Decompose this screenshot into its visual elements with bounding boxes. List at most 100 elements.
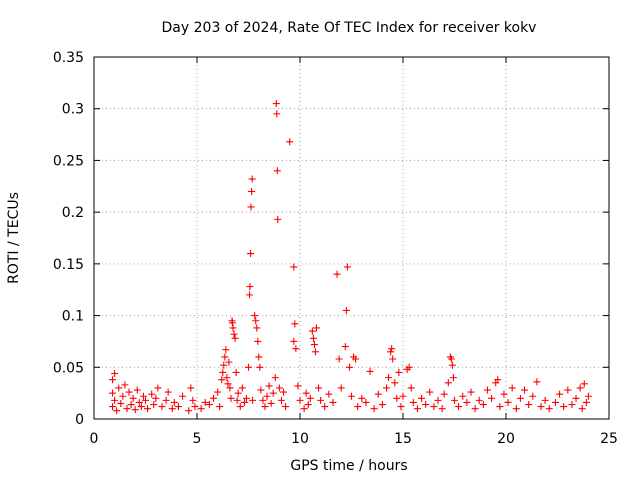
data-point bbox=[430, 403, 438, 411]
data-point bbox=[405, 363, 413, 371]
x-axis-label: GPS time / hours bbox=[290, 458, 407, 474]
data-point bbox=[389, 355, 397, 363]
data-point bbox=[224, 380, 232, 388]
data-point bbox=[257, 386, 265, 394]
data-point bbox=[251, 312, 259, 320]
data-point bbox=[280, 388, 288, 396]
data-point bbox=[256, 363, 264, 371]
data-point bbox=[407, 384, 415, 392]
data-point bbox=[325, 390, 333, 398]
data-point bbox=[525, 401, 533, 409]
data-point bbox=[259, 396, 267, 404]
data-point bbox=[516, 394, 524, 402]
data-point bbox=[223, 374, 231, 382]
data-point bbox=[348, 392, 355, 400]
data-point bbox=[273, 110, 281, 118]
data-point bbox=[252, 317, 260, 325]
data-point bbox=[274, 215, 282, 223]
data-point bbox=[397, 403, 405, 411]
plot-frame bbox=[93, 56, 610, 420]
data-point bbox=[358, 394, 366, 402]
data-points bbox=[109, 100, 592, 415]
data-point bbox=[537, 403, 545, 411]
data-point bbox=[253, 324, 261, 332]
data-point bbox=[383, 384, 391, 392]
data-point bbox=[109, 389, 117, 397]
data-point bbox=[296, 396, 304, 404]
data-point bbox=[337, 384, 345, 392]
data-point bbox=[247, 250, 255, 258]
data-point bbox=[508, 384, 516, 392]
y-tick-label: 0.15 bbox=[53, 257, 84, 273]
data-point bbox=[576, 384, 584, 392]
y-tick-label: 0.05 bbox=[53, 360, 84, 376]
data-point bbox=[154, 384, 162, 392]
data-point bbox=[139, 392, 147, 400]
data-point bbox=[302, 389, 310, 397]
data-point bbox=[582, 398, 590, 406]
data-point bbox=[362, 398, 370, 406]
data-point bbox=[129, 394, 137, 402]
data-point bbox=[234, 389, 242, 397]
data-point bbox=[385, 374, 393, 382]
data-point bbox=[216, 403, 224, 411]
data-point bbox=[578, 405, 586, 413]
data-point bbox=[438, 405, 446, 413]
y-tick-label: 0.2 bbox=[62, 205, 84, 221]
grid bbox=[94, 57, 609, 419]
y-tick-label: 0.1 bbox=[62, 309, 84, 325]
data-point bbox=[556, 390, 564, 398]
data-point bbox=[304, 401, 312, 409]
x-tick-label: 15 bbox=[394, 431, 412, 447]
data-point bbox=[475, 396, 483, 404]
data-point bbox=[230, 330, 238, 338]
data-point bbox=[191, 403, 199, 411]
data-point bbox=[551, 398, 559, 406]
chart-title: Day 203 of 2024, Rate Of TEC Index for r… bbox=[162, 20, 537, 36]
data-point bbox=[335, 355, 343, 363]
data-point bbox=[343, 263, 351, 271]
data-point bbox=[115, 384, 123, 392]
data-point bbox=[187, 384, 195, 392]
data-point bbox=[342, 306, 350, 314]
data-point bbox=[201, 398, 209, 406]
data-point bbox=[393, 394, 401, 402]
data-point bbox=[309, 334, 317, 342]
data-point bbox=[189, 396, 197, 404]
data-point bbox=[123, 405, 131, 413]
data-point bbox=[449, 374, 457, 382]
data-point bbox=[249, 396, 257, 404]
data-point bbox=[374, 390, 382, 398]
data-point bbox=[238, 384, 246, 392]
data-point bbox=[290, 337, 298, 345]
y-tick-label: 0 bbox=[75, 412, 84, 428]
data-point bbox=[214, 388, 222, 396]
data-point bbox=[463, 398, 471, 406]
data-point bbox=[315, 384, 323, 392]
data-point bbox=[135, 398, 143, 406]
data-point bbox=[500, 390, 508, 398]
data-point bbox=[312, 324, 320, 332]
data-point bbox=[170, 398, 178, 406]
data-point bbox=[294, 382, 302, 390]
data-point bbox=[273, 167, 281, 175]
data-point bbox=[317, 396, 325, 404]
data-point bbox=[311, 348, 319, 356]
data-point bbox=[226, 384, 234, 392]
data-point bbox=[440, 390, 448, 398]
y-tick-label: 0.3 bbox=[62, 102, 84, 118]
y-axis-label: ROTI / TECUs bbox=[6, 192, 22, 284]
data-point bbox=[584, 392, 592, 400]
data-point bbox=[111, 396, 119, 404]
x-tick-label: 0 bbox=[90, 431, 99, 447]
data-point bbox=[292, 345, 300, 353]
data-point bbox=[272, 100, 280, 108]
data-point bbox=[269, 389, 277, 397]
y-tick-label: 0.35 bbox=[53, 50, 84, 66]
data-point bbox=[572, 394, 580, 402]
data-point bbox=[345, 363, 353, 371]
data-point bbox=[233, 396, 241, 404]
x-tick-label: 5 bbox=[193, 431, 202, 447]
data-point bbox=[117, 399, 125, 407]
